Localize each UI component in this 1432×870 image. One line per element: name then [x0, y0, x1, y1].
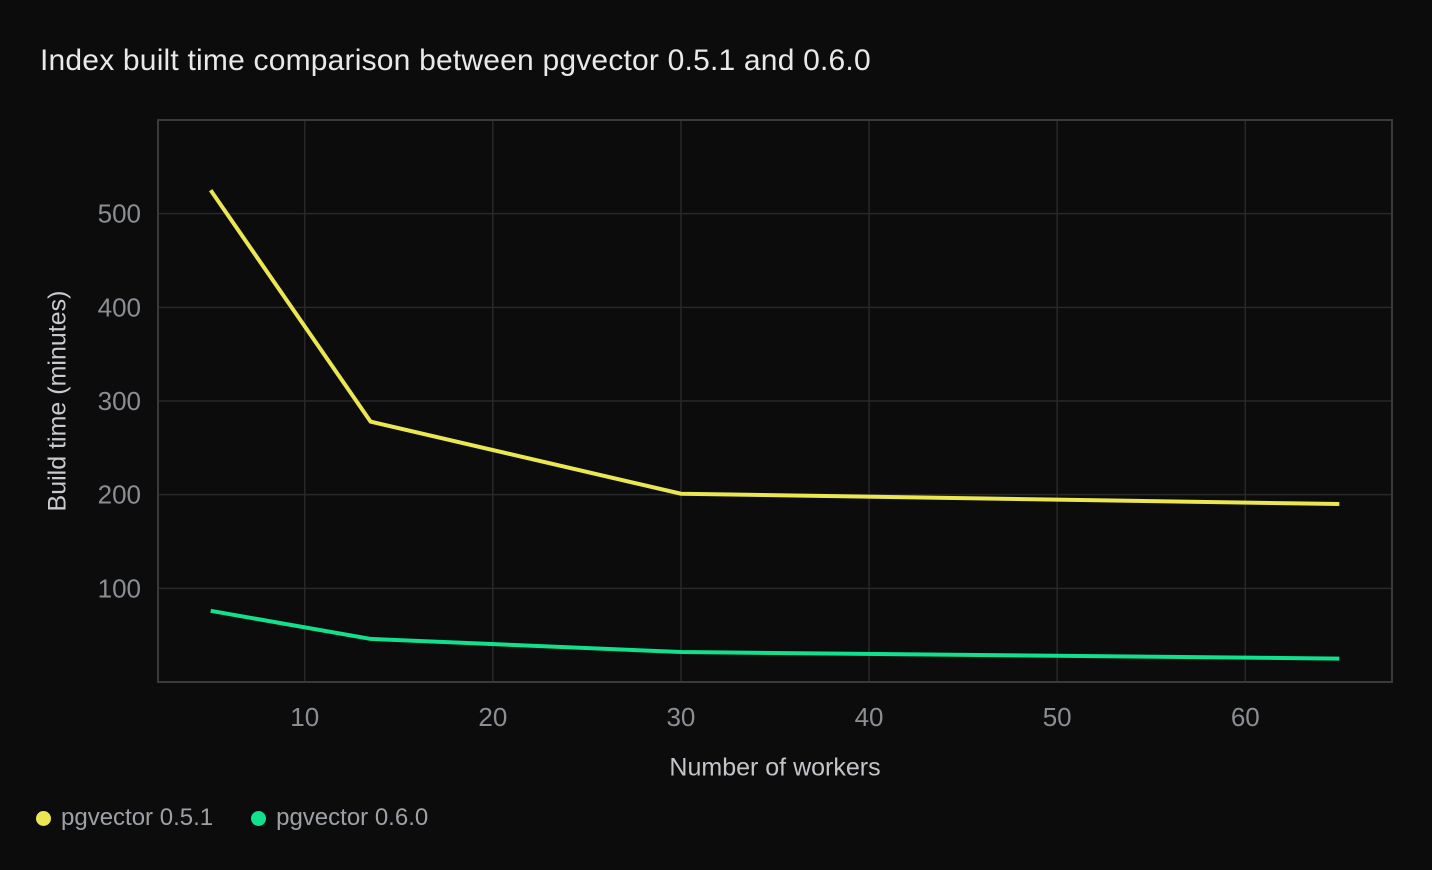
plot-border: [157, 119, 1393, 683]
legend-item-label: pgvector 0.6.0: [276, 804, 429, 831]
legend-swatch-icon: [251, 810, 267, 826]
legend: pgvector 0.5.1 pgvector 0.6.0: [36, 804, 428, 832]
chart-title: Index built time comparison between pgve…: [40, 44, 871, 77]
legend-item-label: pgvector 0.5.1: [61, 804, 214, 831]
legend-item: pgvector 0.5.1: [36, 804, 213, 832]
x-tick-label: 10: [290, 702, 319, 732]
y-tick-label: 300: [98, 386, 141, 416]
y-tick-label: 500: [98, 199, 141, 229]
y-axis-title: Build time (minutes): [43, 290, 72, 512]
x-tick-label: 50: [1043, 702, 1072, 732]
series-line: [209, 189, 1340, 507]
legend-swatch-icon: [36, 810, 51, 826]
x-tick-label: 30: [666, 702, 695, 732]
series-line: [210, 608, 1340, 661]
x-axis-title: Number of workers: [669, 753, 881, 782]
y-tick-label: 400: [98, 292, 141, 322]
x-tick-label: 20: [478, 702, 507, 732]
x-tick-label: 60: [1231, 702, 1260, 732]
y-tick-label: 200: [98, 480, 141, 510]
x-tick-label: 40: [855, 702, 884, 732]
legend-item: pgvector 0.6.0: [251, 804, 428, 832]
y-tick-label: 100: [98, 573, 141, 603]
